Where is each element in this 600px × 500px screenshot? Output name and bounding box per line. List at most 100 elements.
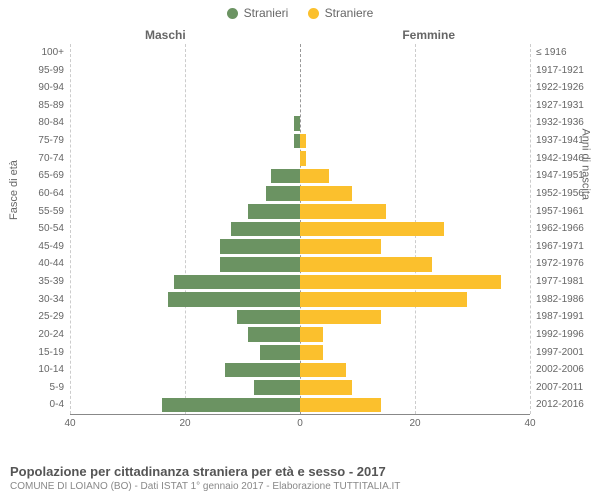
header-male: Maschi	[145, 28, 186, 42]
bar-female	[300, 310, 381, 325]
chart-row: 95-991917-1921	[70, 62, 530, 80]
age-label: 10-14	[38, 361, 64, 379]
chart-row: 25-291987-1991	[70, 308, 530, 326]
age-label: 20-24	[38, 326, 64, 344]
footer-subtitle: COMUNE DI LOIANO (BO) - Dati ISTAT 1° ge…	[10, 481, 590, 492]
birth-year-label: 1977-1981	[536, 273, 584, 291]
chart-row: 30-341982-1986	[70, 291, 530, 309]
bar-male	[168, 292, 300, 307]
legend-swatch-male	[227, 8, 238, 19]
birth-year-label: 1942-1946	[536, 150, 584, 168]
birth-year-label: 2012-2016	[536, 396, 584, 414]
legend-item-male: Stranieri	[227, 6, 289, 20]
age-label: 40-44	[38, 255, 64, 273]
bar-male	[254, 380, 300, 395]
bar-female	[300, 186, 352, 201]
chart-row: 60-641952-1956	[70, 185, 530, 203]
birth-year-label: 1987-1991	[536, 308, 584, 326]
footer: Popolazione per cittadinanza straniera p…	[10, 464, 590, 492]
x-tick-label: 20	[409, 418, 420, 429]
bar-female	[300, 327, 323, 342]
bar-male	[266, 186, 301, 201]
x-tick-label: 0	[297, 418, 303, 429]
birth-year-label: ≤ 1916	[536, 44, 567, 62]
footer-title: Popolazione per cittadinanza straniera p…	[10, 464, 590, 479]
x-axis	[70, 414, 530, 415]
age-label: 85-89	[38, 97, 64, 115]
birth-year-label: 1972-1976	[536, 255, 584, 273]
chart-row: 40-441972-1976	[70, 255, 530, 273]
age-label: 75-79	[38, 132, 64, 150]
legend-item-female: Straniere	[308, 6, 374, 20]
chart-row: 5-92007-2011	[70, 379, 530, 397]
header-female: Femmine	[402, 28, 455, 42]
bar-male	[225, 363, 300, 378]
birth-year-label: 2007-2011	[536, 379, 583, 397]
birth-year-label: 1932-1936	[536, 114, 584, 132]
birth-year-label: 1952-1956	[536, 185, 584, 203]
bar-male	[174, 275, 301, 290]
chart-row: 90-941922-1926	[70, 79, 530, 97]
bar-male	[231, 222, 300, 237]
age-label: 70-74	[38, 150, 64, 168]
age-label: 100+	[41, 44, 64, 62]
bar-female	[300, 363, 346, 378]
legend-label-male: Stranieri	[244, 6, 289, 20]
age-label: 65-69	[38, 167, 64, 185]
chart-row: 35-391977-1981	[70, 273, 530, 291]
bar-male	[220, 239, 301, 254]
legend-label-female: Straniere	[325, 6, 374, 20]
bar-female	[300, 239, 381, 254]
chart-row: 0-42012-2016	[70, 396, 530, 414]
chart-row: 50-541962-1966	[70, 220, 530, 238]
chart-row: 20-241992-1996	[70, 326, 530, 344]
bar-male	[162, 398, 300, 413]
bar-male	[294, 116, 300, 131]
chart-row: 70-741942-1946	[70, 150, 530, 168]
bar-male	[248, 327, 300, 342]
birth-year-label: 1927-1931	[536, 97, 584, 115]
bar-female	[300, 292, 467, 307]
age-label: 15-19	[38, 344, 64, 362]
chart-row: 45-491967-1971	[70, 238, 530, 256]
birth-year-label: 1997-2001	[536, 344, 584, 362]
age-label: 55-59	[38, 203, 64, 221]
birth-year-label: 1967-1971	[536, 238, 584, 256]
birth-year-label: 1947-1951	[536, 167, 584, 185]
chart-row: 55-591957-1961	[70, 203, 530, 221]
bar-male	[220, 257, 301, 272]
chart-row: 65-691947-1951	[70, 167, 530, 185]
x-tick-label: 40	[64, 418, 75, 429]
y-axis-title-left: Fasce di età	[8, 160, 20, 220]
x-tick-label: 40	[524, 418, 535, 429]
bar-female	[300, 151, 306, 166]
bar-female	[300, 169, 329, 184]
chart-area: 100+≤ 191695-991917-192190-941922-192685…	[70, 44, 530, 434]
birth-year-label: 1957-1961	[536, 203, 584, 221]
bar-female	[300, 222, 444, 237]
chart-rows: 100+≤ 191695-991917-192190-941922-192685…	[70, 44, 530, 414]
x-tick-label: 20	[179, 418, 190, 429]
chart-row: 75-791937-1941	[70, 132, 530, 150]
birth-year-label: 1917-1921	[536, 62, 584, 80]
bar-female	[300, 345, 323, 360]
legend: Stranieri Straniere	[0, 0, 600, 22]
age-label: 30-34	[38, 291, 64, 309]
birth-year-label: 1937-1941	[536, 132, 584, 150]
age-label: 0-4	[50, 396, 64, 414]
age-label: 5-9	[50, 379, 64, 397]
bar-female	[300, 398, 381, 413]
chart-row: 100+≤ 1916	[70, 44, 530, 62]
birth-year-label: 1992-1996	[536, 326, 584, 344]
chart-row: 10-142002-2006	[70, 361, 530, 379]
bar-male	[260, 345, 300, 360]
bar-female	[300, 204, 386, 219]
birth-year-label: 1962-1966	[536, 220, 584, 238]
bar-male	[271, 169, 300, 184]
age-label: 35-39	[38, 273, 64, 291]
chart-row: 85-891927-1931	[70, 97, 530, 115]
bar-male	[237, 310, 300, 325]
bar-female	[300, 257, 432, 272]
bar-female	[300, 380, 352, 395]
age-label: 50-54	[38, 220, 64, 238]
